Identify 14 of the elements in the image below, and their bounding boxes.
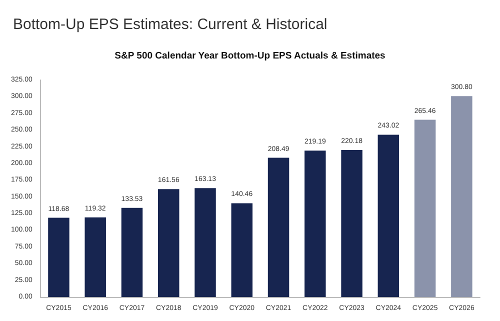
bar (304, 150, 326, 297)
bar (158, 189, 180, 297)
chart-subtitle: S&P 500 Calendar Year Bottom-Up EPS Actuals & Estimates (114, 50, 386, 62)
bar (378, 134, 400, 297)
bar (194, 188, 216, 297)
bar (341, 150, 362, 297)
bar (268, 158, 290, 297)
bar (414, 120, 436, 297)
bar (451, 96, 472, 297)
bar (121, 208, 143, 297)
bar (231, 203, 253, 297)
bar (48, 218, 70, 297)
bar (84, 217, 106, 297)
chart-title: Bottom-Up EPS Estimates: Current & Historical (13, 16, 328, 33)
